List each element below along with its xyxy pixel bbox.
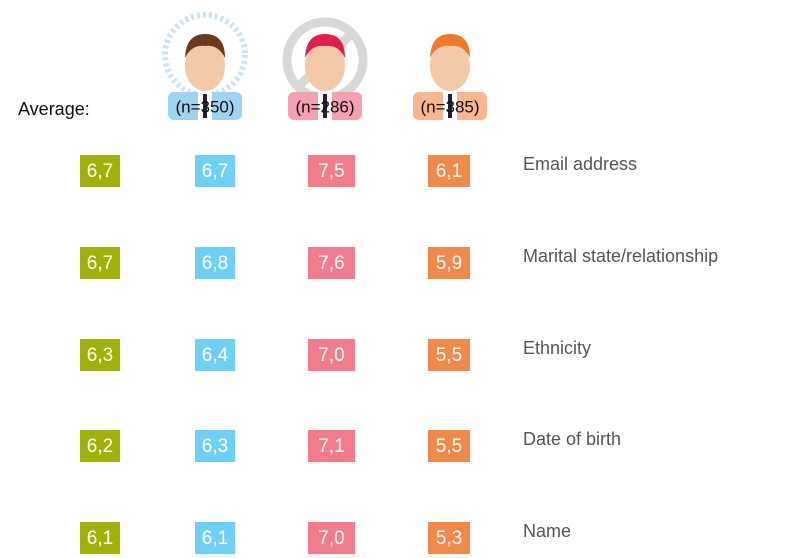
value-box	[308, 247, 355, 279]
value-text: 6,3	[202, 436, 228, 457]
row-label: Name	[523, 521, 571, 541]
value-box	[195, 430, 235, 462]
value-text: 6,7	[87, 253, 113, 274]
value-text: 7,1	[318, 436, 344, 457]
group-size: (n=286)	[295, 97, 354, 116]
value-text: 6,4	[202, 345, 229, 366]
value-text: 7,6	[318, 253, 344, 274]
value-text: 7,0	[318, 528, 344, 549]
value-text: 5,3	[436, 528, 462, 549]
row-label: Email address	[523, 154, 637, 174]
group-size: (n=350)	[175, 97, 234, 116]
group-size: (n=385)	[420, 97, 479, 116]
value-text: 6,1	[87, 528, 113, 549]
average-label: Average:	[18, 99, 90, 119]
value-box	[308, 155, 355, 187]
value-box	[428, 247, 470, 279]
row-label: Ethnicity	[523, 338, 591, 358]
value-box	[195, 247, 235, 279]
avatar-icon	[282, 17, 368, 120]
value-box	[428, 522, 470, 554]
value-box	[195, 522, 235, 554]
value-box	[308, 430, 355, 462]
value-box	[428, 339, 470, 371]
value-text: 6,1	[202, 528, 228, 549]
value-box	[80, 339, 120, 371]
value-text: 7,5	[318, 161, 344, 182]
value-box	[80, 522, 120, 554]
row-label: Date of birth	[523, 429, 621, 449]
value-text: 7,0	[318, 345, 344, 366]
value-text: 6,3	[87, 345, 113, 366]
value-text: 5,5	[436, 345, 462, 366]
value-box	[308, 522, 355, 554]
value-box	[308, 339, 355, 371]
value-text: 6,2	[87, 436, 113, 457]
value-text: 6,7	[87, 161, 113, 182]
value-box	[428, 430, 470, 462]
value-box	[195, 155, 235, 187]
value-box	[195, 339, 235, 371]
value-text: 6,1	[436, 161, 462, 182]
value-box	[428, 155, 470, 187]
value-text: 5,9	[436, 253, 462, 274]
avatar-icon	[413, 34, 487, 120]
value-box	[80, 247, 120, 279]
avatar-icon	[162, 12, 248, 120]
value-text: 5,5	[436, 436, 462, 457]
row-label: Marital state/relationship	[523, 246, 718, 266]
value-text: 6,7	[202, 161, 228, 182]
value-box	[80, 155, 120, 187]
value-box	[80, 430, 120, 462]
value-text: 6,8	[202, 253, 228, 274]
